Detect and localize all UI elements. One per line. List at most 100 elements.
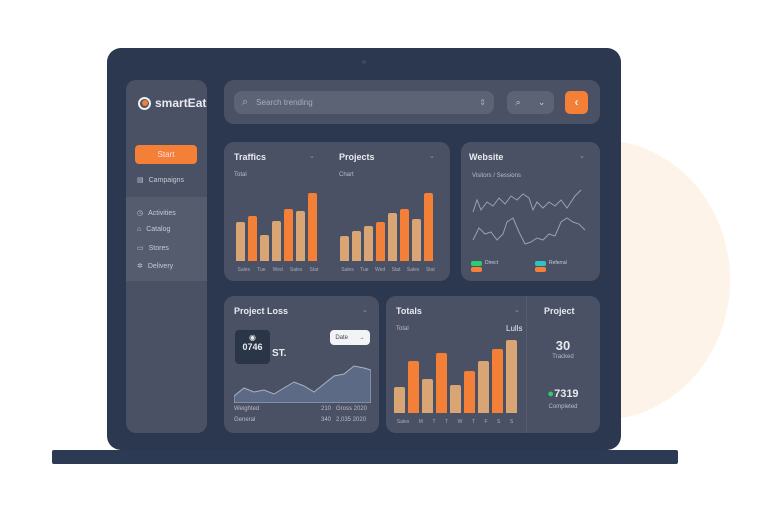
totals-card: Totals ⌄ Total Lulls Sales M T T W T F S S Proje…	[386, 296, 600, 433]
stat-suffix: ST.	[272, 348, 287, 359]
bar	[478, 361, 489, 413]
divider	[526, 296, 527, 433]
menu-icon[interactable]: ⌄	[362, 307, 368, 314]
filter-button[interactable]: ⌕ ⌄	[507, 91, 554, 114]
logo[interactable]: smartEat	[138, 96, 206, 110]
menu-icon[interactable]: ⌄	[514, 307, 520, 314]
sidebar-item-catalog[interactable]: ⌂ Catalog	[137, 226, 170, 233]
search-icon: ⌕	[242, 96, 249, 108]
website-line-chart	[472, 189, 586, 245]
traffic-title: Traffics	[234, 152, 267, 162]
sidebar-item-activities[interactable]: ◷ Activities	[137, 209, 176, 218]
label: Catalog	[146, 226, 171, 233]
traffic-projects-card: Traffics ⌄ Total Sales Tue Wed Sales Stat Pr…	[224, 142, 450, 281]
area	[234, 365, 371, 403]
bar	[394, 387, 405, 413]
tick-label: Tue	[257, 267, 266, 273]
totals-label: Lulls	[506, 324, 523, 333]
bar	[236, 222, 245, 261]
top-bar: ⌕ Search trending ⇕ ⌕ ⌄ ‹	[224, 80, 600, 124]
menu-icon[interactable]: ⌄	[579, 153, 585, 160]
website-subtitle: Visitors / Sessions	[472, 173, 521, 179]
home-icon: ⌂	[137, 226, 142, 233]
label: Direct	[485, 260, 499, 266]
start-button[interactable]: Start	[135, 145, 197, 164]
settings-icon: ✲	[137, 263, 143, 270]
date-button[interactable]: Date →	[330, 330, 370, 345]
tick-label: Sales	[237, 267, 251, 273]
chevron-down-icon: ⌄	[537, 97, 546, 107]
tick-label: Tue	[360, 267, 369, 273]
bar	[284, 208, 293, 261]
laptop-base	[52, 450, 678, 464]
bar	[424, 192, 433, 261]
menu-icon[interactable]: ⌄	[429, 153, 435, 160]
sidebar: smartEat Start ▤ Campaigns ◷ Activities ⌂ C…	[126, 80, 207, 433]
label: Activities	[148, 209, 176, 217]
menu-icon[interactable]: ⌄	[309, 153, 315, 160]
project-value-tracked: 30	[555, 338, 571, 353]
bar	[388, 213, 397, 261]
store-icon: ▭	[137, 245, 144, 252]
tick-label: Sales	[396, 419, 410, 425]
project-label-completed: Completed	[548, 404, 578, 410]
label: Campaigns	[148, 176, 185, 184]
timer-icon: ◉	[249, 333, 256, 342]
sidebar-group: ◷ Activities ⌂ Catalog ▭ Stores ✲ Delivery	[126, 197, 207, 281]
label: Delivery	[147, 262, 174, 270]
projects-ticks: Sales Tue Wed Stat Sales Stat	[338, 267, 438, 273]
bar	[272, 220, 281, 261]
legend-referral: Referral	[535, 260, 567, 266]
row-label: Weighted	[234, 406, 260, 412]
swatch	[471, 260, 482, 266]
project-label-tracked: Tracked	[552, 354, 574, 360]
chevron-left-icon: ‹	[574, 95, 579, 109]
project-loss-title: Project Loss	[234, 306, 289, 316]
bar	[492, 349, 503, 413]
swatch	[535, 260, 546, 266]
traffic-subtitle: Total	[234, 172, 247, 178]
sort-icon: ⇕	[479, 98, 486, 107]
bar	[308, 192, 317, 261]
series-line-2	[472, 217, 586, 245]
bar	[376, 222, 385, 261]
sidebar-item-delivery[interactable]: ✲ Delivery	[137, 262, 174, 271]
search-input[interactable]: ⌕ Search trending ⇕	[234, 91, 494, 114]
tick-label: Sales	[341, 267, 354, 273]
bar	[260, 234, 269, 261]
back-button[interactable]: ‹	[565, 91, 588, 114]
app-name: smartEat	[155, 96, 207, 110]
clock-icon: ◷	[137, 210, 144, 217]
bar	[422, 378, 433, 413]
tick-label: S	[497, 419, 501, 425]
bar	[506, 340, 517, 413]
bar	[248, 215, 257, 261]
label: Referral	[549, 260, 567, 266]
totals-bars	[394, 338, 517, 413]
sidebar-item-campaigns[interactable]: ▤ Campaigns	[137, 176, 185, 185]
projects-bars	[340, 191, 433, 261]
legend-swatch-orange	[535, 267, 546, 272]
row-date: Gross 2020	[336, 406, 368, 412]
bar	[400, 209, 409, 261]
tick-label: W	[457, 419, 463, 425]
project-loss-area-chart	[234, 365, 371, 403]
bar	[364, 225, 373, 261]
tick-label: F	[484, 419, 488, 425]
bar	[352, 231, 361, 261]
stat-value: 0746	[242, 342, 263, 352]
tick-label: T	[432, 419, 436, 425]
tick-label: Stat	[309, 267, 319, 273]
tick-label: Sales	[289, 267, 303, 273]
tick-label: M	[418, 419, 423, 425]
label: Stores	[148, 244, 169, 252]
project-title: Project	[544, 306, 575, 316]
legend-direct: Direct	[471, 260, 498, 266]
bar	[296, 211, 305, 261]
sidebar-item-stores[interactable]: ▭ Stores	[137, 244, 169, 253]
tick-label: T	[471, 419, 475, 425]
projects-subtitle: Chart	[339, 172, 354, 178]
project-loss-card: Project Loss ⌄ ◉ 0746 ST. Date → Weighted…	[224, 296, 379, 433]
bar	[450, 385, 461, 413]
row-value: 340	[321, 417, 332, 423]
